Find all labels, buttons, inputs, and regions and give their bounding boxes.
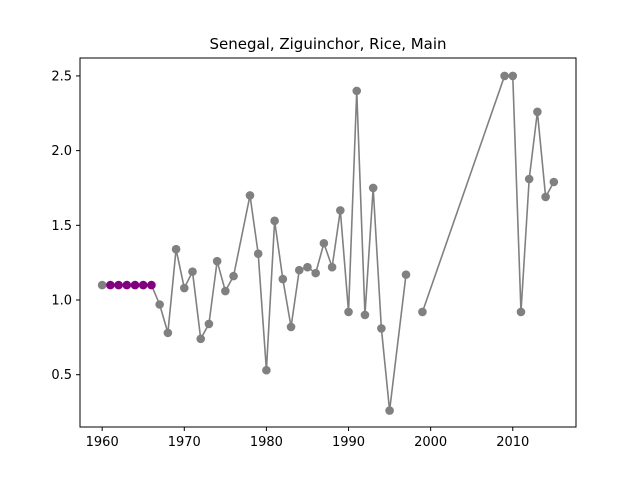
y-tick-label: 2.5 (51, 69, 72, 84)
x-tick-label: 1980 (250, 435, 283, 450)
data-point (204, 319, 214, 329)
data-point (163, 328, 173, 338)
plot-frame (79, 57, 577, 428)
data-point (155, 300, 164, 309)
data-point (171, 244, 181, 254)
y-tick-label: 1.0 (51, 294, 72, 309)
data-point (303, 262, 312, 272)
y-tick-label: 2.0 (51, 144, 72, 159)
data-point (97, 280, 107, 290)
data-point (377, 324, 386, 333)
data-point (533, 107, 542, 117)
data-point (327, 262, 337, 272)
chart-title: Senegal, Ziguinchor, Rice, Main (209, 35, 446, 53)
data-point (262, 365, 271, 375)
x-tick-label: 1970 (168, 435, 201, 450)
data-point (270, 216, 279, 226)
x-tick-label: 1990 (332, 435, 365, 450)
data-point (524, 174, 534, 184)
data-point (286, 322, 296, 332)
data-point (245, 191, 255, 200)
data-point (368, 183, 378, 193)
data-point (508, 71, 518, 81)
data-point (401, 270, 411, 279)
data-point (541, 192, 550, 202)
x-tick-label: 2000 (414, 435, 447, 450)
data-point (196, 334, 206, 344)
data-point (352, 86, 362, 96)
data-point (360, 310, 370, 320)
y-tick-label: 1.5 (51, 219, 72, 234)
series-markers (97, 71, 559, 415)
data-point (106, 280, 115, 290)
data-point (418, 307, 427, 317)
data-point (385, 406, 394, 415)
data-point (278, 274, 288, 284)
data-point (319, 238, 329, 248)
data-point (138, 280, 148, 290)
data-point (188, 267, 197, 276)
x-axis: 1960 1970 1980 1990 2000 2010 (86, 427, 529, 450)
data-point (229, 271, 238, 281)
y-axis: 0.5 1.0 1.5 2.0 2.5 (51, 69, 80, 383)
data-point (294, 265, 304, 275)
data-point (114, 280, 123, 290)
data-point (147, 280, 156, 290)
data-point (179, 283, 189, 293)
y-tick-label: 0.5 (51, 368, 72, 383)
data-point (212, 256, 222, 266)
x-tick-label: 2010 (496, 435, 529, 450)
data-point (253, 249, 263, 258)
data-point (500, 71, 509, 81)
x-tick-label: 1960 (86, 435, 119, 450)
data-point (221, 286, 230, 296)
data-point (549, 177, 559, 187)
data-point (336, 206, 345, 215)
data-point (122, 280, 132, 290)
data-point (516, 307, 526, 317)
data-point (130, 280, 140, 290)
data-point (311, 268, 320, 278)
data-point (344, 307, 353, 317)
